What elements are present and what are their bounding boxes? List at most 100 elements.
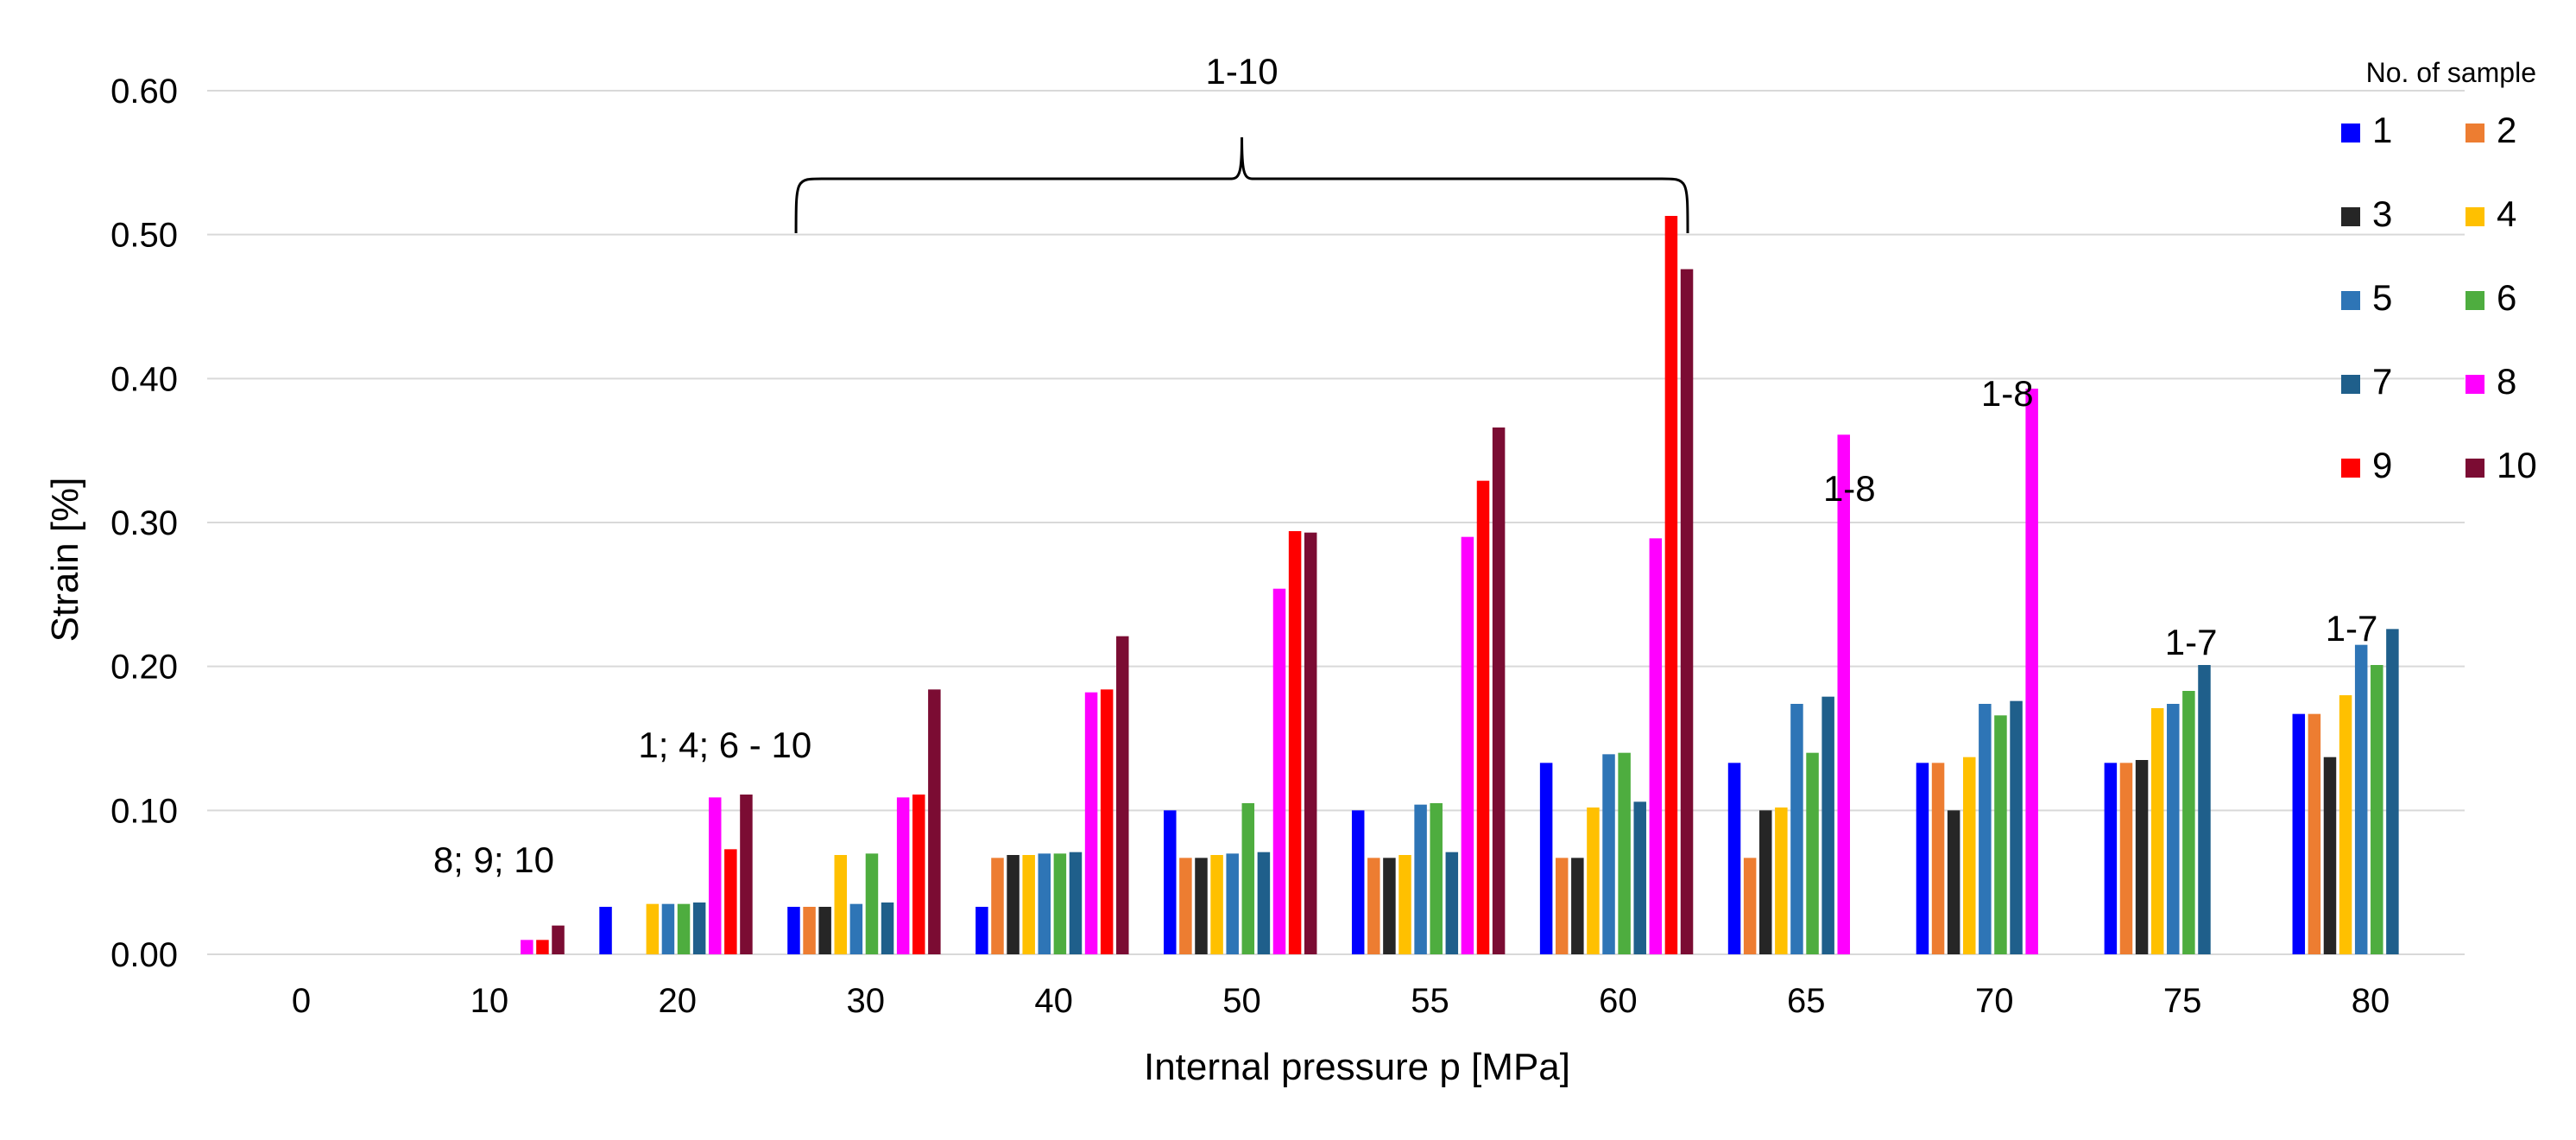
x-tick-label: 40 — [1034, 982, 1073, 1020]
x-tick-label: 30 — [846, 982, 885, 1020]
bar-sample-7 — [1822, 696, 1834, 954]
bar-sample-7 — [1633, 801, 1646, 954]
bar-sample-10 — [1116, 636, 1129, 954]
bar-sample-6 — [1430, 803, 1443, 954]
bracket-brace — [794, 136, 1689, 234]
bar-sample-4 — [646, 903, 660, 954]
y-tick-label: 0.00 — [110, 936, 178, 974]
bar-sample-1 — [1164, 810, 1177, 954]
legend-swatch-6 — [2466, 291, 2484, 310]
bar-sample-9 — [912, 795, 925, 954]
bar-sample-1 — [1916, 763, 1929, 954]
bar-sample-3 — [1007, 855, 1020, 954]
x-axis-title: Internal pressure p [MPa] — [1144, 1046, 1570, 1088]
legend-label-7: 7 — [2372, 361, 2392, 402]
bar-sample-2 — [1367, 858, 1380, 954]
bar-sample-7 — [1069, 852, 1083, 954]
annotation-label: 1-10 — [1206, 51, 1279, 92]
bar-sample-8 — [1461, 536, 1474, 954]
bar-sample-5 — [1790, 704, 1803, 954]
bar-sample-2 — [803, 907, 816, 954]
bar-sample-8 — [1649, 538, 1663, 954]
bar-sample-10 — [552, 925, 565, 954]
x-tick-label: 10 — [470, 982, 509, 1020]
bar-sample-5 — [1226, 853, 1239, 954]
bar-sample-6 — [677, 903, 691, 954]
bar-sample-4 — [1963, 757, 1976, 954]
bar-sample-2 — [1179, 858, 1192, 954]
bar-sample-1 — [2292, 713, 2306, 954]
legend-label-1: 1 — [2372, 110, 2392, 150]
y-tick-label: 0.50 — [110, 217, 178, 255]
bar-sample-3 — [2323, 757, 2337, 954]
bar-sample-3 — [818, 907, 831, 954]
annotation-label: 1-7 — [2326, 608, 2378, 649]
bar-sample-8 — [1837, 434, 1850, 954]
legend-swatch-4 — [2466, 207, 2484, 226]
bar-sample-6 — [1618, 752, 1631, 954]
bar-sample-4 — [2150, 708, 2164, 954]
bar-sample-1 — [2104, 763, 2118, 954]
bar-sample-8 — [1084, 692, 1098, 954]
bar-sample-3 — [1947, 810, 1960, 954]
bar-sample-4 — [834, 855, 848, 954]
legend-swatch-3 — [2341, 207, 2360, 226]
bar-sample-10 — [1492, 428, 1506, 954]
bar-sample-1 — [1727, 763, 1741, 954]
bar-sample-3 — [2135, 760, 2149, 954]
bar-sample-9 — [1476, 480, 1490, 954]
x-tick-label: 60 — [1599, 982, 1638, 1020]
x-tick-label: 80 — [2352, 982, 2390, 1020]
bar-sample-1 — [975, 907, 988, 954]
bar-sample-8 — [896, 797, 910, 954]
legend-label-2: 2 — [2497, 110, 2516, 150]
axis-layer: 0.00 0.10 0.20 0.30 0.40 0.50 0.60 0 10 20 30 40 50 5… — [110, 73, 2390, 1020]
bar-sample-7 — [2010, 700, 2023, 954]
bar-sample-5 — [1038, 853, 1051, 954]
y-tick-label: 0.30 — [110, 504, 178, 542]
bar-sample-3 — [1383, 858, 1396, 954]
bar-sample-9 — [1664, 216, 1678, 954]
y-axis-title: Strain [%] — [44, 478, 86, 643]
bar-sample-8 — [708, 797, 722, 954]
bar-sample-5 — [2354, 644, 2368, 954]
bar-sample-5 — [1602, 754, 1615, 954]
bar-sample-8 — [1272, 588, 1286, 954]
x-tick-label: 75 — [2163, 982, 2202, 1020]
x-tick-label: 55 — [1411, 982, 1449, 1020]
bar-sample-4 — [1210, 855, 1223, 954]
bar-sample-10 — [1304, 532, 1317, 954]
x-tick-label: 20 — [659, 982, 698, 1020]
bar-sample-6 — [1994, 715, 2007, 954]
bar-sample-3 — [1758, 810, 1772, 954]
bar-sample-4 — [2339, 695, 2352, 954]
annotation-label: 1-7 — [2165, 622, 2218, 662]
legend-swatch-8 — [2466, 375, 2484, 394]
legend-label-3: 3 — [2372, 193, 2392, 234]
bar-sample-6 — [2182, 691, 2195, 954]
bar-sample-7 — [1257, 852, 1271, 954]
bar-sample-7 — [2198, 665, 2211, 954]
bar-sample-7 — [2386, 629, 2399, 954]
x-tick-label: 50 — [1222, 982, 1261, 1020]
bar-sample-9 — [1100, 689, 1114, 954]
bar-sample-6 — [2371, 665, 2383, 954]
y-tick-label: 0.10 — [110, 792, 178, 830]
bar-sample-6 — [1053, 853, 1067, 954]
bar-sample-5 — [1414, 804, 1427, 954]
bar-sample-5 — [2167, 704, 2180, 954]
bar-sample-4 — [1022, 855, 1035, 954]
bar-sample-2 — [1743, 858, 1757, 954]
bar-sample-4 — [1398, 855, 1411, 954]
bar-sample-1 — [1351, 810, 1365, 954]
bar-sample-4 — [1587, 808, 1600, 954]
y-tick-label: 0.60 — [110, 73, 178, 111]
bar-sample-2 — [1931, 763, 1945, 954]
legend-swatch-1 — [2341, 124, 2360, 142]
x-tick-label: 0 — [292, 982, 311, 1020]
legend-label-8: 8 — [2497, 361, 2516, 402]
legend-title: No. of sample — [2366, 57, 2536, 88]
bar-sample-3 — [1571, 858, 1584, 954]
bar-sample-5 — [1979, 704, 1992, 954]
